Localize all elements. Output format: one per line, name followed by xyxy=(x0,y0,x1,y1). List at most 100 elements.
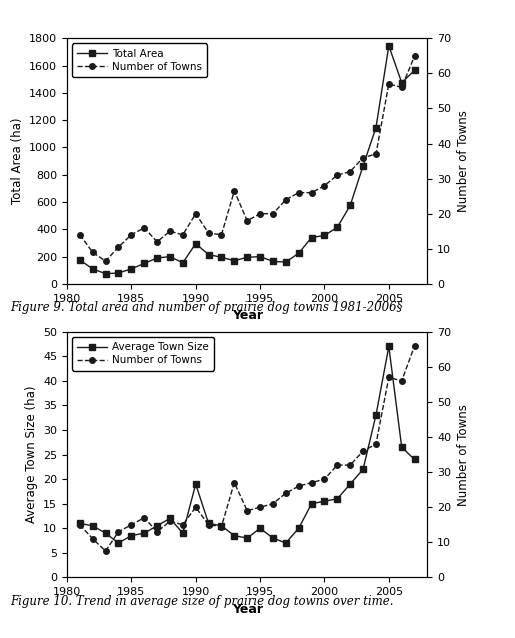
Total Area xyxy=(218,253,225,261)
Number of Towns xyxy=(244,507,250,514)
Number of Towns xyxy=(167,517,173,525)
Average Town Size xyxy=(180,530,186,537)
Number of Towns xyxy=(321,182,328,189)
Average Town Size xyxy=(77,519,83,527)
Number of Towns xyxy=(218,231,225,239)
Average Town Size xyxy=(411,456,418,463)
Number of Towns xyxy=(141,224,147,232)
Line: Total Area: Total Area xyxy=(77,43,417,276)
Total Area xyxy=(321,232,328,239)
Number of Towns xyxy=(373,440,379,448)
Average Town Size xyxy=(283,539,289,547)
Total Area xyxy=(308,234,315,241)
Total Area xyxy=(257,253,263,260)
Average Town Size xyxy=(193,480,199,488)
Number of Towns xyxy=(296,189,302,197)
Total Area xyxy=(180,259,186,267)
Number of Towns xyxy=(154,528,160,536)
Average Town Size xyxy=(90,522,96,530)
Number of Towns xyxy=(386,374,392,382)
X-axis label: Year: Year xyxy=(232,309,263,322)
Average Town Size xyxy=(360,466,366,473)
Number of Towns xyxy=(193,503,199,511)
Number of Towns xyxy=(386,80,392,88)
Average Town Size xyxy=(296,524,302,532)
Average Town Size xyxy=(167,515,173,523)
Line: Number of Towns: Number of Towns xyxy=(77,343,417,554)
Number of Towns xyxy=(77,521,83,528)
Number of Towns xyxy=(244,217,250,225)
Average Town Size xyxy=(308,500,315,508)
Number of Towns xyxy=(373,151,379,158)
Number of Towns xyxy=(411,342,418,350)
Total Area xyxy=(102,270,109,278)
Number of Towns xyxy=(334,172,340,179)
Total Area xyxy=(373,124,379,131)
Number of Towns xyxy=(77,231,83,239)
Total Area xyxy=(77,256,83,264)
Text: Figure 9. Total area and number of prairie dog towns 1981-2006§: Figure 9. Total area and number of prair… xyxy=(10,301,403,314)
Total Area xyxy=(411,66,418,74)
Total Area xyxy=(141,260,147,267)
Average Town Size xyxy=(373,412,379,419)
Number of Towns xyxy=(347,168,353,175)
Average Town Size xyxy=(141,530,147,537)
Number of Towns xyxy=(283,489,289,497)
Number of Towns xyxy=(360,154,366,161)
Total Area xyxy=(231,257,237,265)
Legend: Total Area, Number of Towns: Total Area, Number of Towns xyxy=(72,43,207,77)
Total Area xyxy=(193,240,199,248)
Average Town Size xyxy=(257,524,263,532)
Number of Towns xyxy=(231,187,237,195)
Number of Towns xyxy=(205,229,212,237)
Number of Towns xyxy=(360,447,366,455)
Total Area xyxy=(205,251,212,258)
Total Area xyxy=(283,258,289,266)
Number of Towns xyxy=(270,500,276,508)
Y-axis label: Number of Towns: Number of Towns xyxy=(457,110,470,212)
Number of Towns xyxy=(399,377,405,385)
Average Town Size xyxy=(205,519,212,527)
Average Town Size xyxy=(399,443,405,451)
Number of Towns xyxy=(154,238,160,246)
Number of Towns xyxy=(193,210,199,218)
Y-axis label: Total Area (ha): Total Area (ha) xyxy=(10,118,24,204)
Number of Towns xyxy=(257,210,263,218)
Line: Average Town Size: Average Town Size xyxy=(77,344,417,545)
Number of Towns xyxy=(257,503,263,511)
Number of Towns xyxy=(115,528,122,536)
Number of Towns xyxy=(347,461,353,469)
Average Town Size xyxy=(321,498,328,505)
Number of Towns xyxy=(308,478,315,486)
Total Area xyxy=(334,223,340,231)
Total Area xyxy=(90,265,96,272)
Number of Towns xyxy=(231,478,237,486)
Average Town Size xyxy=(386,343,392,350)
Number of Towns xyxy=(218,523,225,530)
Average Town Size xyxy=(270,534,276,542)
Average Town Size xyxy=(102,530,109,537)
Y-axis label: Number of Towns: Number of Towns xyxy=(457,404,470,505)
Number of Towns xyxy=(205,521,212,528)
Average Town Size xyxy=(218,522,225,530)
Average Town Size xyxy=(231,532,237,540)
Number of Towns xyxy=(167,228,173,235)
Text: Figure 10. Trend in average size of prairie dog towns over time.: Figure 10. Trend in average size of prai… xyxy=(10,595,394,607)
Number of Towns xyxy=(308,189,315,197)
Total Area xyxy=(347,202,353,209)
Total Area xyxy=(360,162,366,170)
Number of Towns xyxy=(334,461,340,469)
Average Town Size xyxy=(347,480,353,488)
Number of Towns xyxy=(128,521,134,528)
Number of Towns xyxy=(180,521,186,528)
Number of Towns xyxy=(296,482,302,490)
Total Area xyxy=(386,42,392,50)
Line: Number of Towns: Number of Towns xyxy=(77,53,417,264)
Number of Towns xyxy=(321,475,328,483)
Average Town Size xyxy=(244,534,250,542)
Total Area xyxy=(244,253,250,261)
Number of Towns xyxy=(399,84,405,91)
Number of Towns xyxy=(90,535,96,542)
Number of Towns xyxy=(141,514,147,522)
Number of Towns xyxy=(115,243,122,251)
